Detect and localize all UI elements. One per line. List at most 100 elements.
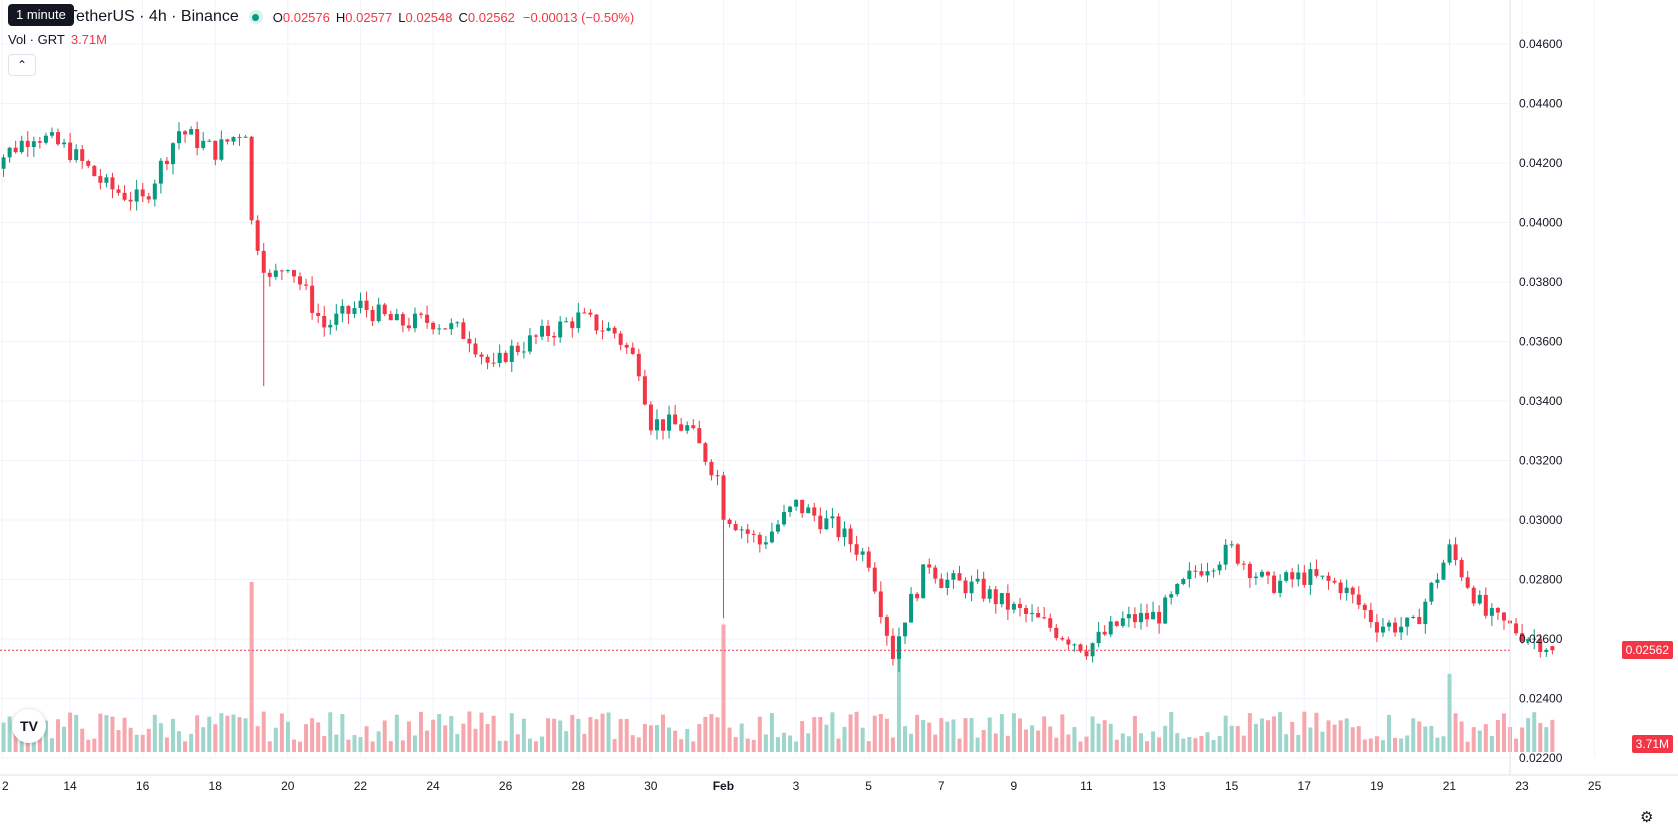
volume-bar: [1350, 727, 1355, 752]
candle-body: [1272, 575, 1277, 593]
candle-body: [1163, 597, 1168, 624]
volume-bar: [509, 713, 514, 752]
ohlc-low-key: L: [398, 9, 406, 25]
volume-bar: [1181, 738, 1186, 752]
candle-body: [406, 325, 411, 329]
candle-up: [170, 142, 175, 175]
candle-body: [1042, 617, 1047, 619]
volume-bar: [1217, 736, 1222, 752]
volume-bar: [612, 739, 617, 752]
volume-bar: [903, 726, 908, 752]
candle-up: [1187, 562, 1192, 588]
price-axis[interactable]: 0.02200 0.02400 0.02600 0.02800 0.03000 0.032…: [1509, 0, 1563, 775]
collapse-legend-button[interactable]: ⌃: [8, 54, 36, 76]
time-axis[interactable]: 2 14 16 18 20 22 24 26 28 30 Feb 3 5 7 9 11 13 15 17 19 21 23…: [0, 774, 1678, 793]
volume-bar: [1120, 733, 1125, 752]
candle-body: [1145, 612, 1150, 620]
candle-down: [128, 191, 133, 211]
candle-body: [848, 528, 853, 545]
candle-down: [1036, 606, 1041, 618]
candle-body: [727, 519, 732, 525]
candle-body: [600, 330, 605, 332]
candle-body: [927, 564, 932, 568]
candle-body: [1102, 631, 1107, 635]
candle-up: [576, 302, 581, 333]
volume-bar: [473, 728, 478, 752]
candle-down: [183, 129, 188, 143]
market-status-icon[interactable]: [248, 10, 263, 24]
candle-down: [733, 520, 738, 532]
price-tick-label: 0.02200: [1519, 751, 1563, 765]
volume-bar: [854, 711, 859, 752]
candle-down: [1114, 620, 1119, 628]
candle-body: [1187, 570, 1192, 580]
candle-body: [1538, 638, 1543, 652]
candle-down: [213, 140, 218, 166]
ohlc-high: H0.02577: [336, 10, 392, 25]
candle-body: [939, 578, 944, 589]
candle-up: [830, 508, 835, 529]
volume-bar: [624, 719, 629, 752]
volume-bar: [1036, 730, 1041, 752]
volume-legend-label[interactable]: Vol · GRT: [8, 32, 65, 47]
candle-down: [298, 272, 303, 291]
tradingview-logo-icon[interactable]: TV: [12, 709, 46, 743]
volume-bar: [521, 718, 526, 752]
candle-up: [1344, 579, 1349, 601]
volume-bar: [860, 727, 865, 752]
candle-up: [1229, 540, 1234, 548]
candle-body: [255, 220, 260, 251]
volume-value-label: 3.71M: [1631, 735, 1673, 753]
candle-body: [1205, 571, 1210, 576]
candle-body: [31, 141, 36, 147]
price-tick-label: 0.02400: [1519, 692, 1563, 706]
candle-body: [334, 313, 339, 325]
candle-up: [1175, 583, 1180, 597]
volume-bar: [1017, 718, 1022, 752]
candle-body: [237, 136, 242, 138]
volume-bar: [207, 716, 212, 752]
candle-body: [1423, 601, 1428, 625]
volume-bar: [1387, 714, 1392, 752]
candle-down: [854, 535, 859, 561]
candle-body: [49, 132, 54, 136]
volume-bar: [727, 727, 732, 752]
candle-up: [334, 304, 339, 331]
ohlc-low: L0.02548: [398, 10, 452, 25]
candle-body: [588, 312, 593, 315]
volume-bar: [527, 738, 532, 752]
price-tick-label: 0.04400: [1519, 97, 1563, 111]
volume-bar: [1054, 737, 1059, 752]
volume-bar: [497, 740, 502, 752]
candle-body: [1380, 626, 1385, 633]
price-tick-label: 0.04600: [1519, 37, 1563, 51]
volume-bar: [1374, 736, 1379, 752]
volume-bar: [769, 713, 774, 752]
candle-up: [1096, 621, 1101, 648]
candle-up: [358, 292, 363, 314]
price-tick-label: 0.03800: [1519, 275, 1563, 289]
symbol-title[interactable]: TetherUS · 4h · Binance: [68, 8, 239, 25]
candle-down: [388, 310, 393, 321]
candle-up: [999, 592, 1004, 608]
volume-bar: [1417, 721, 1422, 752]
volume-bar: [128, 727, 133, 752]
volume-bar: [1126, 736, 1131, 752]
candle-up: [739, 526, 744, 539]
volume-bar: [201, 727, 206, 752]
candle-body: [1514, 623, 1519, 634]
candle-body: [806, 507, 811, 514]
candle-up: [19, 135, 24, 154]
volume-bar: [116, 730, 121, 752]
candle-up: [842, 521, 847, 547]
candle-down: [636, 348, 641, 382]
candle-up: [189, 126, 194, 135]
candle-body: [533, 335, 538, 337]
gear-icon[interactable]: ⚙: [1640, 809, 1654, 826]
volume-bar: [884, 718, 889, 752]
candle-down: [1483, 587, 1488, 619]
candle-body: [1544, 649, 1549, 652]
candle-body: [104, 177, 109, 183]
candle-down: [1266, 570, 1271, 585]
